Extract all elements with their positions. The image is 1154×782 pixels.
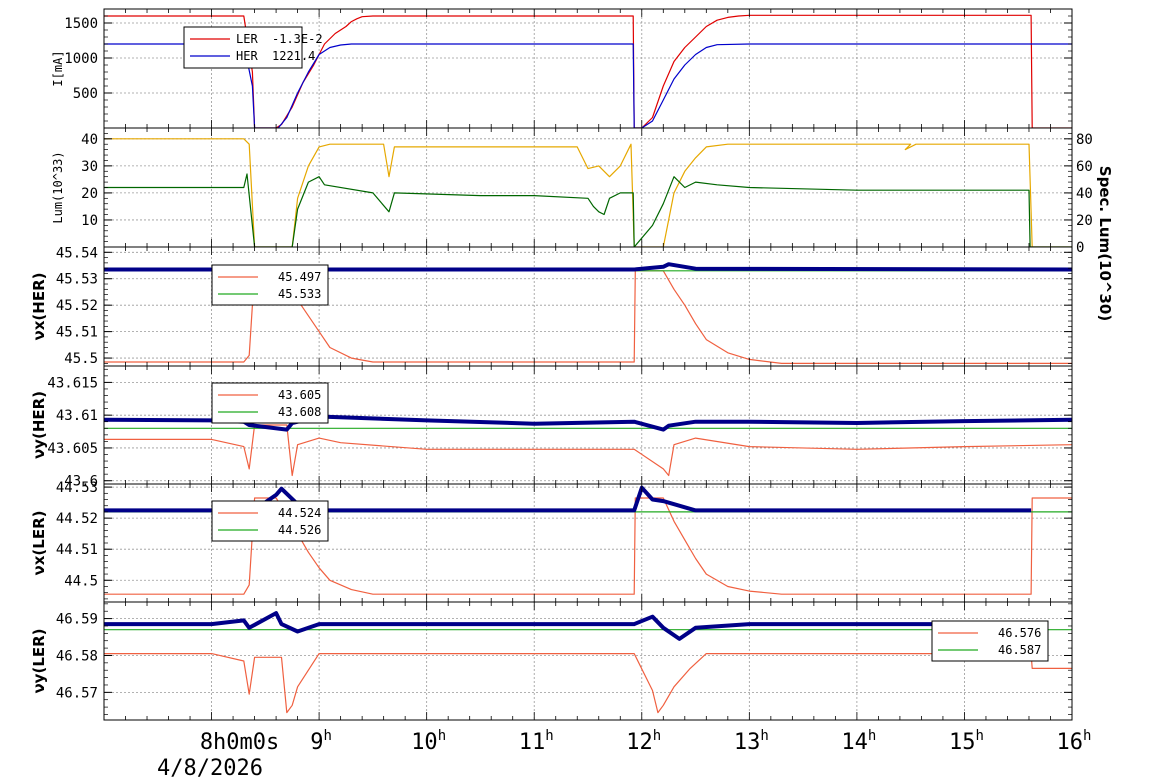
y-tick-label: 45.51 [56,325,98,341]
y-right-tick-label: 40 [1076,186,1093,202]
y-tick-label: 500 [73,86,98,102]
x-tick-hour-suffix: h [324,728,332,744]
legend-value: 1221.4 [272,49,315,63]
y-tick-label: 1000 [64,51,98,67]
y-tick-label: 45.52 [56,298,98,314]
y-right-tick-label: 60 [1076,159,1093,175]
y-tick-label: 45.54 [56,245,98,261]
y-right-tick-label: 0 [1076,240,1084,256]
y-tick-label: 46.58 [56,648,98,664]
y-tick-label: 30 [81,159,98,175]
legend-box [211,500,329,542]
x-tick-hour-suffix: h [438,728,446,744]
x-tick-label: 11h [519,728,554,755]
legend-box [211,382,329,424]
y-axis-label: I[mA] [51,50,65,86]
legend-value: 46.587 [998,643,1041,657]
x-tick-label: 13h [734,728,769,755]
series-line-lum-Spec. Lum [104,138,1072,247]
y-tick-label: 45.53 [56,272,98,288]
y-axis-label: Lum(10^33) [51,151,65,223]
y-tick-label: 45.5 [64,351,98,367]
x-tick-hour-suffix: h [975,728,983,744]
series-line-nux_ler-set [104,497,1072,595]
y-axis-label: νy(HER) [30,391,48,459]
series-line-nuy_ler-set [104,652,1072,714]
y-axis-label: νy(LER) [30,628,48,693]
series-line-nuy_her-set [104,424,1072,477]
y-tick-label: 44.5 [64,573,98,589]
y-axis-label: νx(HER) [30,273,48,341]
legend-value: -1.3E-2 [272,32,323,46]
legend-box [211,264,329,306]
y-tick-label: 43.6 [64,474,98,490]
y-tick-label: 1500 [64,16,98,32]
legend-name: HER [236,49,258,63]
series-line-nuy_ler-meas [104,611,1032,641]
x-tick-label-first: 8h0m0s [200,730,279,755]
panel-frame-nuy_ler [103,601,1073,721]
legend-value: 43.608 [278,405,321,419]
x-tick-hour-suffix: h [1083,728,1091,744]
y-tick-label: 43.61 [56,408,98,424]
legend-name: LER [236,32,258,46]
series-line-nuy_her-meas [104,414,1072,432]
x-tick-hour-suffix: h [545,728,553,744]
legend-box [183,26,303,69]
legend-value: 46.576 [998,626,1041,640]
y-tick-label: 44.51 [56,542,98,558]
series-line-lum-Lum [104,173,1072,247]
x-tick-label: 15h [949,728,984,755]
legend-box [931,620,1049,662]
y-right-axis-label: Spec. Lum(10^30) [1096,166,1114,321]
legend-value: 45.533 [278,287,321,301]
y-tick-label: 20 [81,186,98,202]
x-tick-label: 16h [1057,728,1092,755]
x-date-label: 4/8/2026 [157,756,263,781]
y-axis-label: νx(LER) [30,511,48,576]
x-tick-hour-suffix: h [653,728,661,744]
y-right-tick-label: 20 [1076,213,1093,229]
y-tick-label: 46.57 [56,685,98,701]
y-tick-label: 44.53 [56,480,98,496]
x-tick-label: 12h [626,728,661,755]
legend-value: 44.524 [278,506,321,520]
y-right-tick-label: 80 [1076,132,1093,148]
legend-value: 45.497 [278,270,321,284]
y-tick-label: 40 [81,132,98,148]
legend-value: 44.526 [278,523,321,537]
y-tick-label: 44.52 [56,511,98,527]
x-tick-label: 10h [411,728,446,755]
y-tick-label: 46.59 [56,612,98,628]
y-tick-label: 43.615 [47,375,98,391]
x-tick-hour-suffix: h [868,728,876,744]
legend-value: 43.605 [278,388,321,402]
x-tick-label: 9h [310,728,332,755]
series-line-current-HER [104,43,1072,128]
x-tick-label: 14h [841,728,876,755]
x-tick-hour-suffix: h [760,728,768,744]
y-tick-label: 43.605 [47,441,98,457]
y-tick-label: 10 [81,213,98,229]
